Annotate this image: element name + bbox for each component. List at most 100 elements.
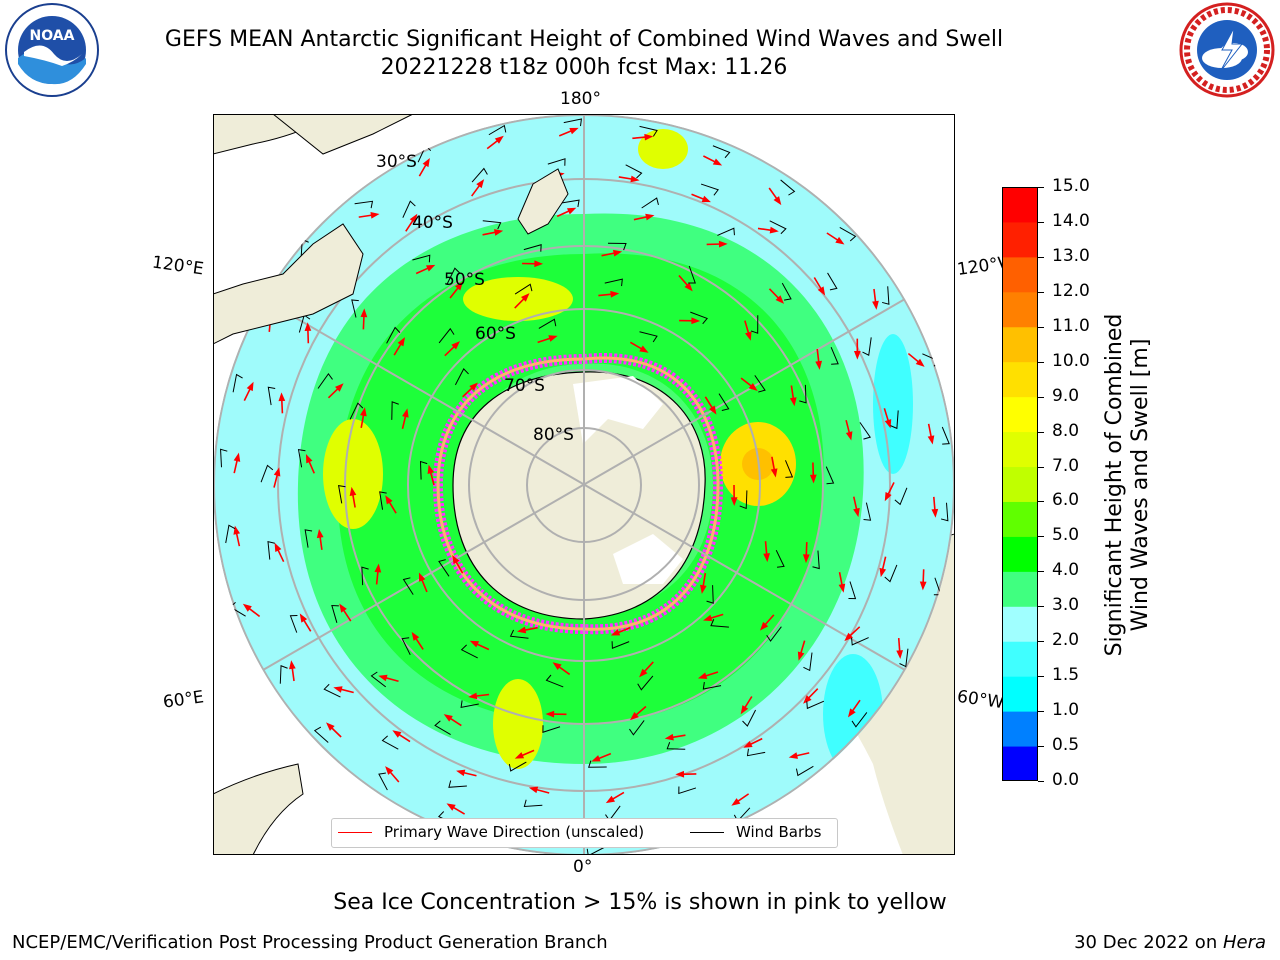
wave-arrow-head (703, 614, 713, 622)
wind-barb (754, 375, 766, 393)
wind-barb (742, 709, 757, 727)
wind-barb (460, 644, 478, 659)
wave-arrow-head (896, 650, 904, 660)
wave-arrow-head (493, 229, 504, 236)
wave-arrow-head (418, 572, 426, 582)
colorbar-cell (1002, 606, 1038, 642)
lon-label-120e: 120°E (150, 252, 205, 280)
wave-arrow-head (708, 405, 717, 415)
wind-barb (862, 337, 872, 356)
colorbar-tick-mark (1038, 781, 1044, 782)
wind-barb (438, 559, 450, 577)
colorbar-cell (1002, 676, 1038, 712)
colorbar-tick-mark (1038, 396, 1044, 398)
wind-barb (386, 326, 401, 344)
wave-arrow-head (360, 407, 367, 417)
wind-barb (702, 681, 722, 690)
wind-barb (523, 244, 542, 252)
wind-barb (438, 327, 455, 344)
wave-arrow-head (305, 454, 313, 464)
wave-arrow-head (684, 282, 693, 292)
wave-arrow-head (443, 714, 453, 722)
colorbar-tick-label: 12.0 (1052, 280, 1090, 301)
wind-barb (894, 487, 908, 506)
wave-arrow-head (788, 752, 798, 759)
date-stamp: 30 Dec 2022 on Hera (1074, 932, 1266, 953)
wind-barb (349, 402, 364, 420)
wind-barb (851, 637, 869, 646)
wave-arrow-head (469, 640, 480, 648)
wave-arrow-head (334, 383, 344, 392)
colorbar-tick-label: 0.0 (1052, 770, 1080, 790)
wave-arrow-head (610, 290, 620, 298)
wave-arrow-head (360, 308, 368, 318)
lon-label-60w: 60°W (955, 686, 1006, 714)
colorbar-tick-label: 6.0 (1052, 490, 1080, 511)
wave-arrow-head (468, 692, 478, 700)
colorbar-cell (1002, 326, 1038, 363)
wave-arrow-head (775, 295, 785, 304)
wave-arrow-head (397, 337, 405, 347)
credit-text: NCEP/EMC/Verification Post Processing Pr… (12, 932, 608, 953)
nws-logo (1179, 2, 1275, 98)
colorbar-tick-label: 2.0 (1052, 630, 1080, 651)
wave-arrow-head (246, 381, 254, 392)
wave-arrow-head (233, 525, 241, 535)
wind-barb (523, 799, 543, 808)
wind-barb (830, 346, 839, 365)
wave-arrow-head (718, 240, 728, 248)
wind-barb (509, 629, 529, 639)
wave-arrow-head (370, 211, 380, 219)
wind-barb (379, 491, 387, 510)
wave-arrow-head (927, 435, 935, 445)
wind-barb (514, 283, 533, 295)
wave-arrow-head (872, 300, 879, 310)
wave-arrow-head (844, 632, 853, 642)
wave-arrow-head (853, 507, 860, 518)
wave-arrow-head (731, 798, 741, 806)
wind-barb (402, 577, 414, 595)
wind-barb (700, 183, 719, 196)
wave-arrow-head (838, 583, 846, 593)
colorbar-cell (1002, 641, 1038, 677)
polar-map (213, 114, 955, 855)
colorbar-label-line2: Wind Waves and Swell [m] (1128, 338, 1153, 632)
colorbar-tick-label: 7.0 (1052, 455, 1080, 476)
wave-arrow-head (845, 431, 853, 441)
colorbar-tick-mark (1038, 501, 1044, 503)
landmass-australia (213, 223, 364, 345)
wave-arrow-head (630, 175, 640, 183)
wind-barb (279, 665, 288, 684)
legend-label-wave-direction: Primary Wave Direction (unscaled) (384, 823, 645, 841)
colorbar-tick-mark (1038, 221, 1044, 223)
wind-barb (639, 331, 658, 343)
wave-arrow-head (740, 705, 749, 715)
legend-item-wave-direction: Primary Wave Direction (unscaled) (338, 823, 644, 841)
wind-barb (402, 200, 416, 218)
wave-arrow-head (931, 508, 939, 518)
wind-barb (678, 786, 697, 795)
wind-barb (884, 564, 898, 583)
colorbar-cell (1002, 711, 1038, 747)
colorbar-cell (1002, 396, 1038, 433)
wave-height-4m-band (337, 253, 824, 724)
wind-barb (337, 485, 346, 504)
wave-arrow-head (304, 322, 312, 332)
colorbar-cell (1002, 501, 1038, 537)
wind-barb (354, 200, 374, 209)
wave-arrow-head (797, 651, 805, 661)
lat-label-50s: 50°S (444, 270, 485, 290)
wind-barb (637, 675, 654, 691)
colorbar-tick-mark (1038, 571, 1044, 573)
wind-barb (899, 648, 909, 668)
wave-arrow-head (374, 563, 382, 573)
landmass-new-zealand (517, 168, 569, 235)
wave-arrow-head (278, 392, 286, 402)
wind-barb (710, 619, 729, 628)
wind-barb (297, 448, 306, 468)
colorbar-tick-mark (1038, 187, 1044, 188)
wind-barb (784, 460, 794, 478)
legend-label-wind-barbs: Wind Barbs (736, 823, 822, 841)
wave-arrow-head (701, 195, 711, 203)
colorbar-tick-mark (1038, 711, 1044, 713)
